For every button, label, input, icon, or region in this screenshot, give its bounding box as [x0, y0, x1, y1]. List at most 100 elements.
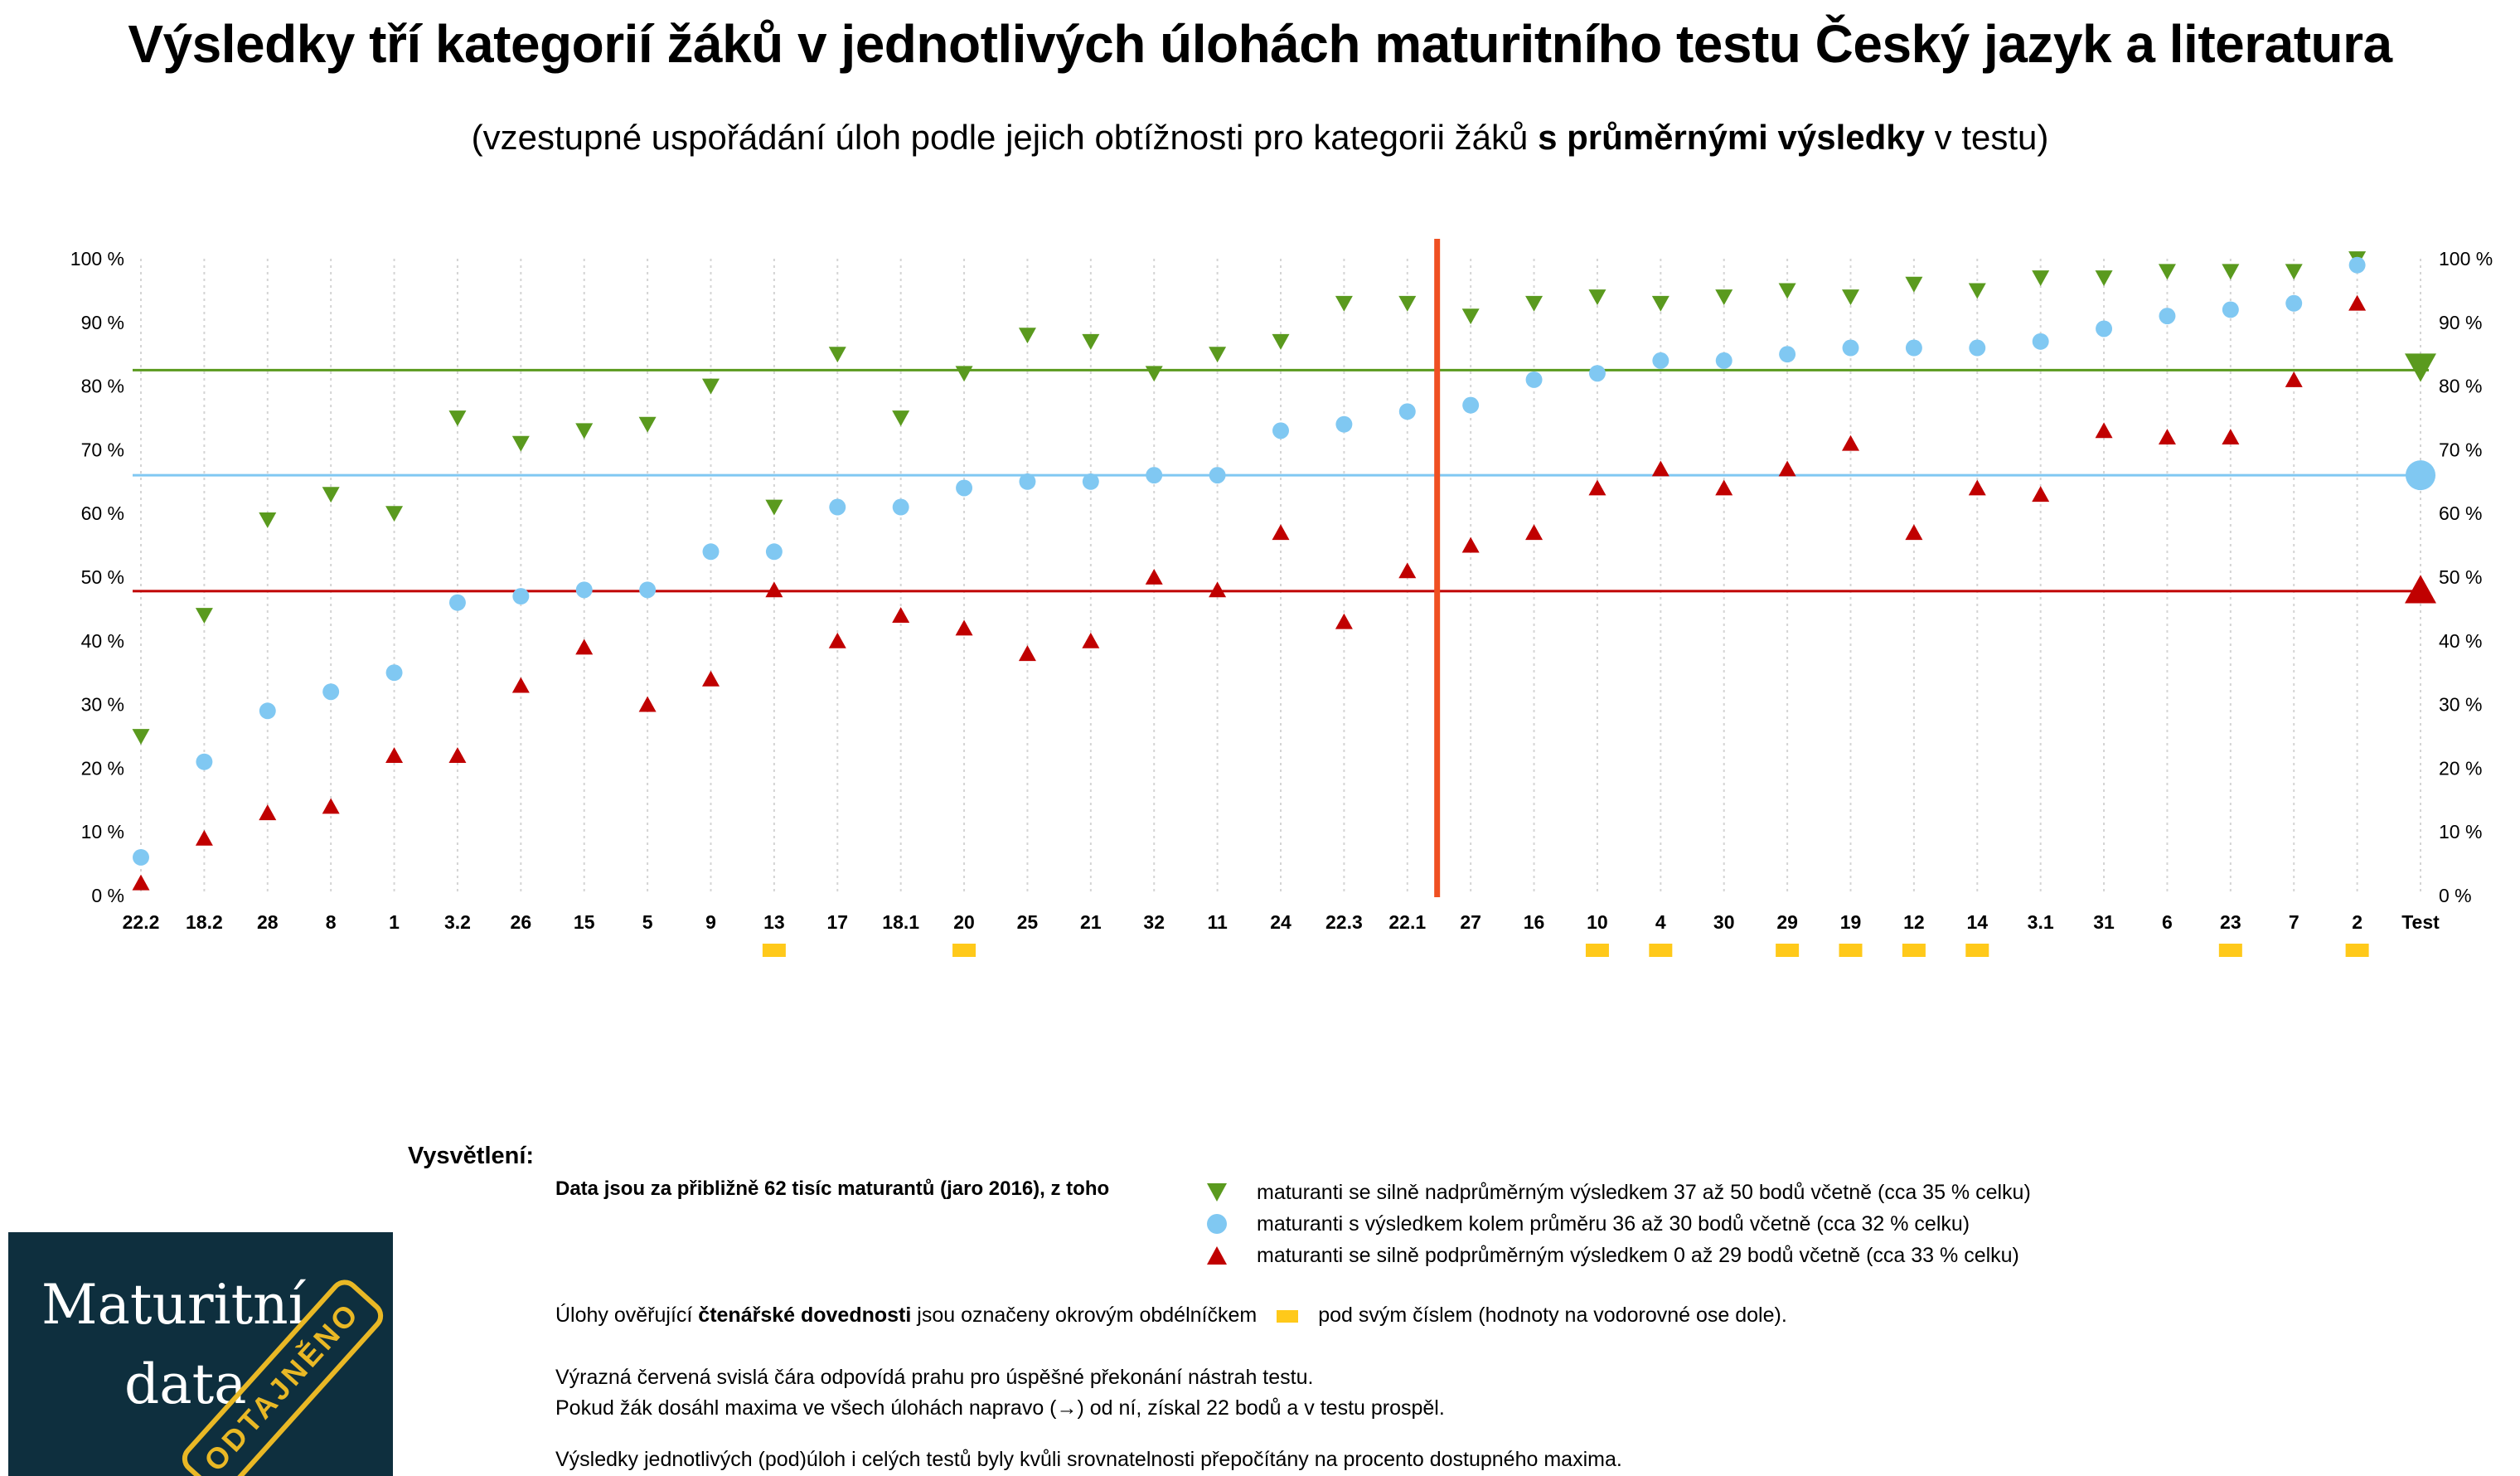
y-tick-label-right: 70 % [2439, 439, 2482, 460]
data-point-series-2 [1525, 524, 1544, 541]
data-point-series-0 [2158, 264, 2176, 280]
x-tick-label: 3.2 [444, 911, 471, 933]
x-tick-label: 7 [2289, 911, 2300, 933]
data-point-series-2 [1842, 435, 1859, 451]
data-point-series-1 [1969, 339, 1986, 357]
data-point-series-2 [259, 804, 277, 821]
subtitle-after: v testu) [1924, 118, 2049, 157]
y-tick-label-left: 60 % [81, 503, 124, 524]
circle-icon [1207, 1214, 1227, 1234]
y-tick-label-left: 50 % [81, 566, 124, 588]
scatter-chart: 0 % 0 % 10 % 10 % 20 % 20 % 30 % 30 % 40 % 40 % 50… [70, 239, 2493, 957]
legend-label-average: maturanti s výsledkem kolem průměru 36 a… [1257, 1211, 1970, 1236]
reading-task-marker [1965, 944, 1989, 957]
data-point-series-0 [448, 410, 467, 426]
chart-subtitle: (vzestupné uspořádání úloh podle jejich … [0, 118, 2520, 158]
data-point-series-1 [1019, 473, 1036, 490]
data-point-series-0 [1905, 276, 1923, 293]
y-tick-label-left: 40 % [81, 630, 124, 652]
data-point-series-0 [2285, 264, 2303, 280]
legend-label-below-average: maturanti se silně podprůměrným výsledke… [1257, 1243, 2019, 1267]
data-point-series-2 [575, 638, 594, 655]
data-point-series-0 [1525, 295, 1544, 312]
data-point-series-2 [1272, 524, 1290, 541]
data-point-series-0 [322, 487, 340, 503]
reading-task-marker [1649, 944, 1673, 957]
data-point-series-1 [765, 543, 783, 561]
data-point-series-0 [1778, 283, 1796, 299]
data-point-series-2 [132, 874, 150, 891]
data-point-series-0 [132, 729, 150, 745]
data-point-series-2 [1905, 524, 1923, 541]
x-tick-label: 22.2 [123, 911, 160, 933]
y-tick-label-right: 40 % [2439, 630, 2482, 652]
data-point-series-1 [2285, 294, 2303, 312]
logo-line-2: data [124, 1352, 247, 1416]
y-tick-label-left: 100 % [70, 248, 124, 269]
reading-task-marker [2345, 944, 2369, 957]
x-tick-label: 32 [1143, 911, 1165, 933]
x-tick-label: 10 [1587, 911, 1608, 933]
data-point-series-0 [259, 512, 277, 528]
subtitle-before: (vzestupné uspořádání úloh podle jejich … [471, 118, 1539, 157]
x-tick-label: 15 [574, 911, 595, 933]
x-tick-label: 29 [1776, 911, 1798, 933]
data-point-series-0 [1842, 289, 1859, 306]
x-tick-label: 23 [2220, 911, 2241, 933]
reading-note-bold: čtenářské dovednosti [698, 1304, 912, 1327]
x-tick-label: 17 [826, 911, 848, 933]
data-point-series-1 [1588, 365, 1606, 382]
y-tick-label-right: 80 % [2439, 376, 2482, 397]
data-point-series-2 [828, 632, 846, 648]
data-point-series-1 [1525, 371, 1543, 388]
data-point-series-0 [385, 506, 404, 522]
data-point-series-1 [2159, 308, 2176, 325]
y-tick-label-right: 90 % [2439, 312, 2482, 333]
reading-note-middle: jsou označeny okrovým obdélníčkem [911, 1304, 1258, 1327]
x-tick-label: 24 [1270, 911, 1292, 933]
data-point-series-2 [1398, 562, 1417, 579]
y-tick-label-right: 100 % [2439, 248, 2493, 269]
data-point-series-2 [1968, 479, 1986, 496]
data-point-series-2 [702, 670, 720, 687]
data-point-series-1 [2222, 301, 2239, 318]
data-point-series-1 [1209, 467, 1226, 484]
data-point-series-2 [955, 619, 973, 636]
data-point-series-1 [322, 683, 340, 701]
data-point-series-0 [1461, 308, 1480, 325]
legend-item-below-average: maturanti se silně podprůměrným výsledke… [1202, 1243, 2019, 1268]
data-point-series-2 [195, 829, 213, 846]
data-point-series-1 [1146, 467, 1163, 484]
data-point-series-2 [2405, 575, 2436, 604]
y-tick-label-right: 60 % [2439, 503, 2482, 524]
data-point-series-0 [1145, 366, 1163, 382]
data-point-series-0 [1272, 333, 1290, 350]
data-point-series-2 [1209, 581, 1227, 598]
data-point-series-1 [259, 702, 276, 720]
x-tick-label: 25 [1017, 911, 1039, 933]
data-point-series-0 [2095, 270, 2113, 287]
x-tick-label: 12 [1903, 911, 1925, 933]
data-point-series-2 [2222, 429, 2240, 444]
data-point-series-2 [2095, 422, 2113, 439]
data-point-series-2 [1082, 632, 1100, 648]
reading-note-after: pod svým číslem (hodnoty na vodorovné os… [1318, 1304, 1787, 1327]
data-point-series-1 [1905, 339, 1922, 357]
data-point-series-0 [1082, 333, 1100, 350]
y-tick-label-right: 10 % [2439, 821, 2482, 842]
reading-task-marker [762, 944, 786, 957]
y-tick-label-left: 70 % [81, 439, 124, 460]
data-point-series-1 [575, 581, 593, 599]
x-tick-label: 22.3 [1325, 911, 1363, 933]
x-tick-label: 4 [1655, 911, 1666, 933]
threshold-note-2: Pokud žák dosáhl maxima ve všech úlohách… [555, 1396, 1445, 1420]
data-point-series-1 [385, 664, 403, 682]
x-tick-label: 27 [1460, 911, 1481, 933]
data-point-series-1 [2096, 320, 2113, 337]
data-point-series-1 [1272, 422, 1289, 439]
data-point-series-0 [195, 608, 213, 624]
data-point-series-2 [1778, 460, 1796, 477]
data-point-series-1 [196, 753, 213, 770]
data-point-series-0 [1715, 289, 1733, 306]
data-point-series-2 [511, 677, 530, 693]
